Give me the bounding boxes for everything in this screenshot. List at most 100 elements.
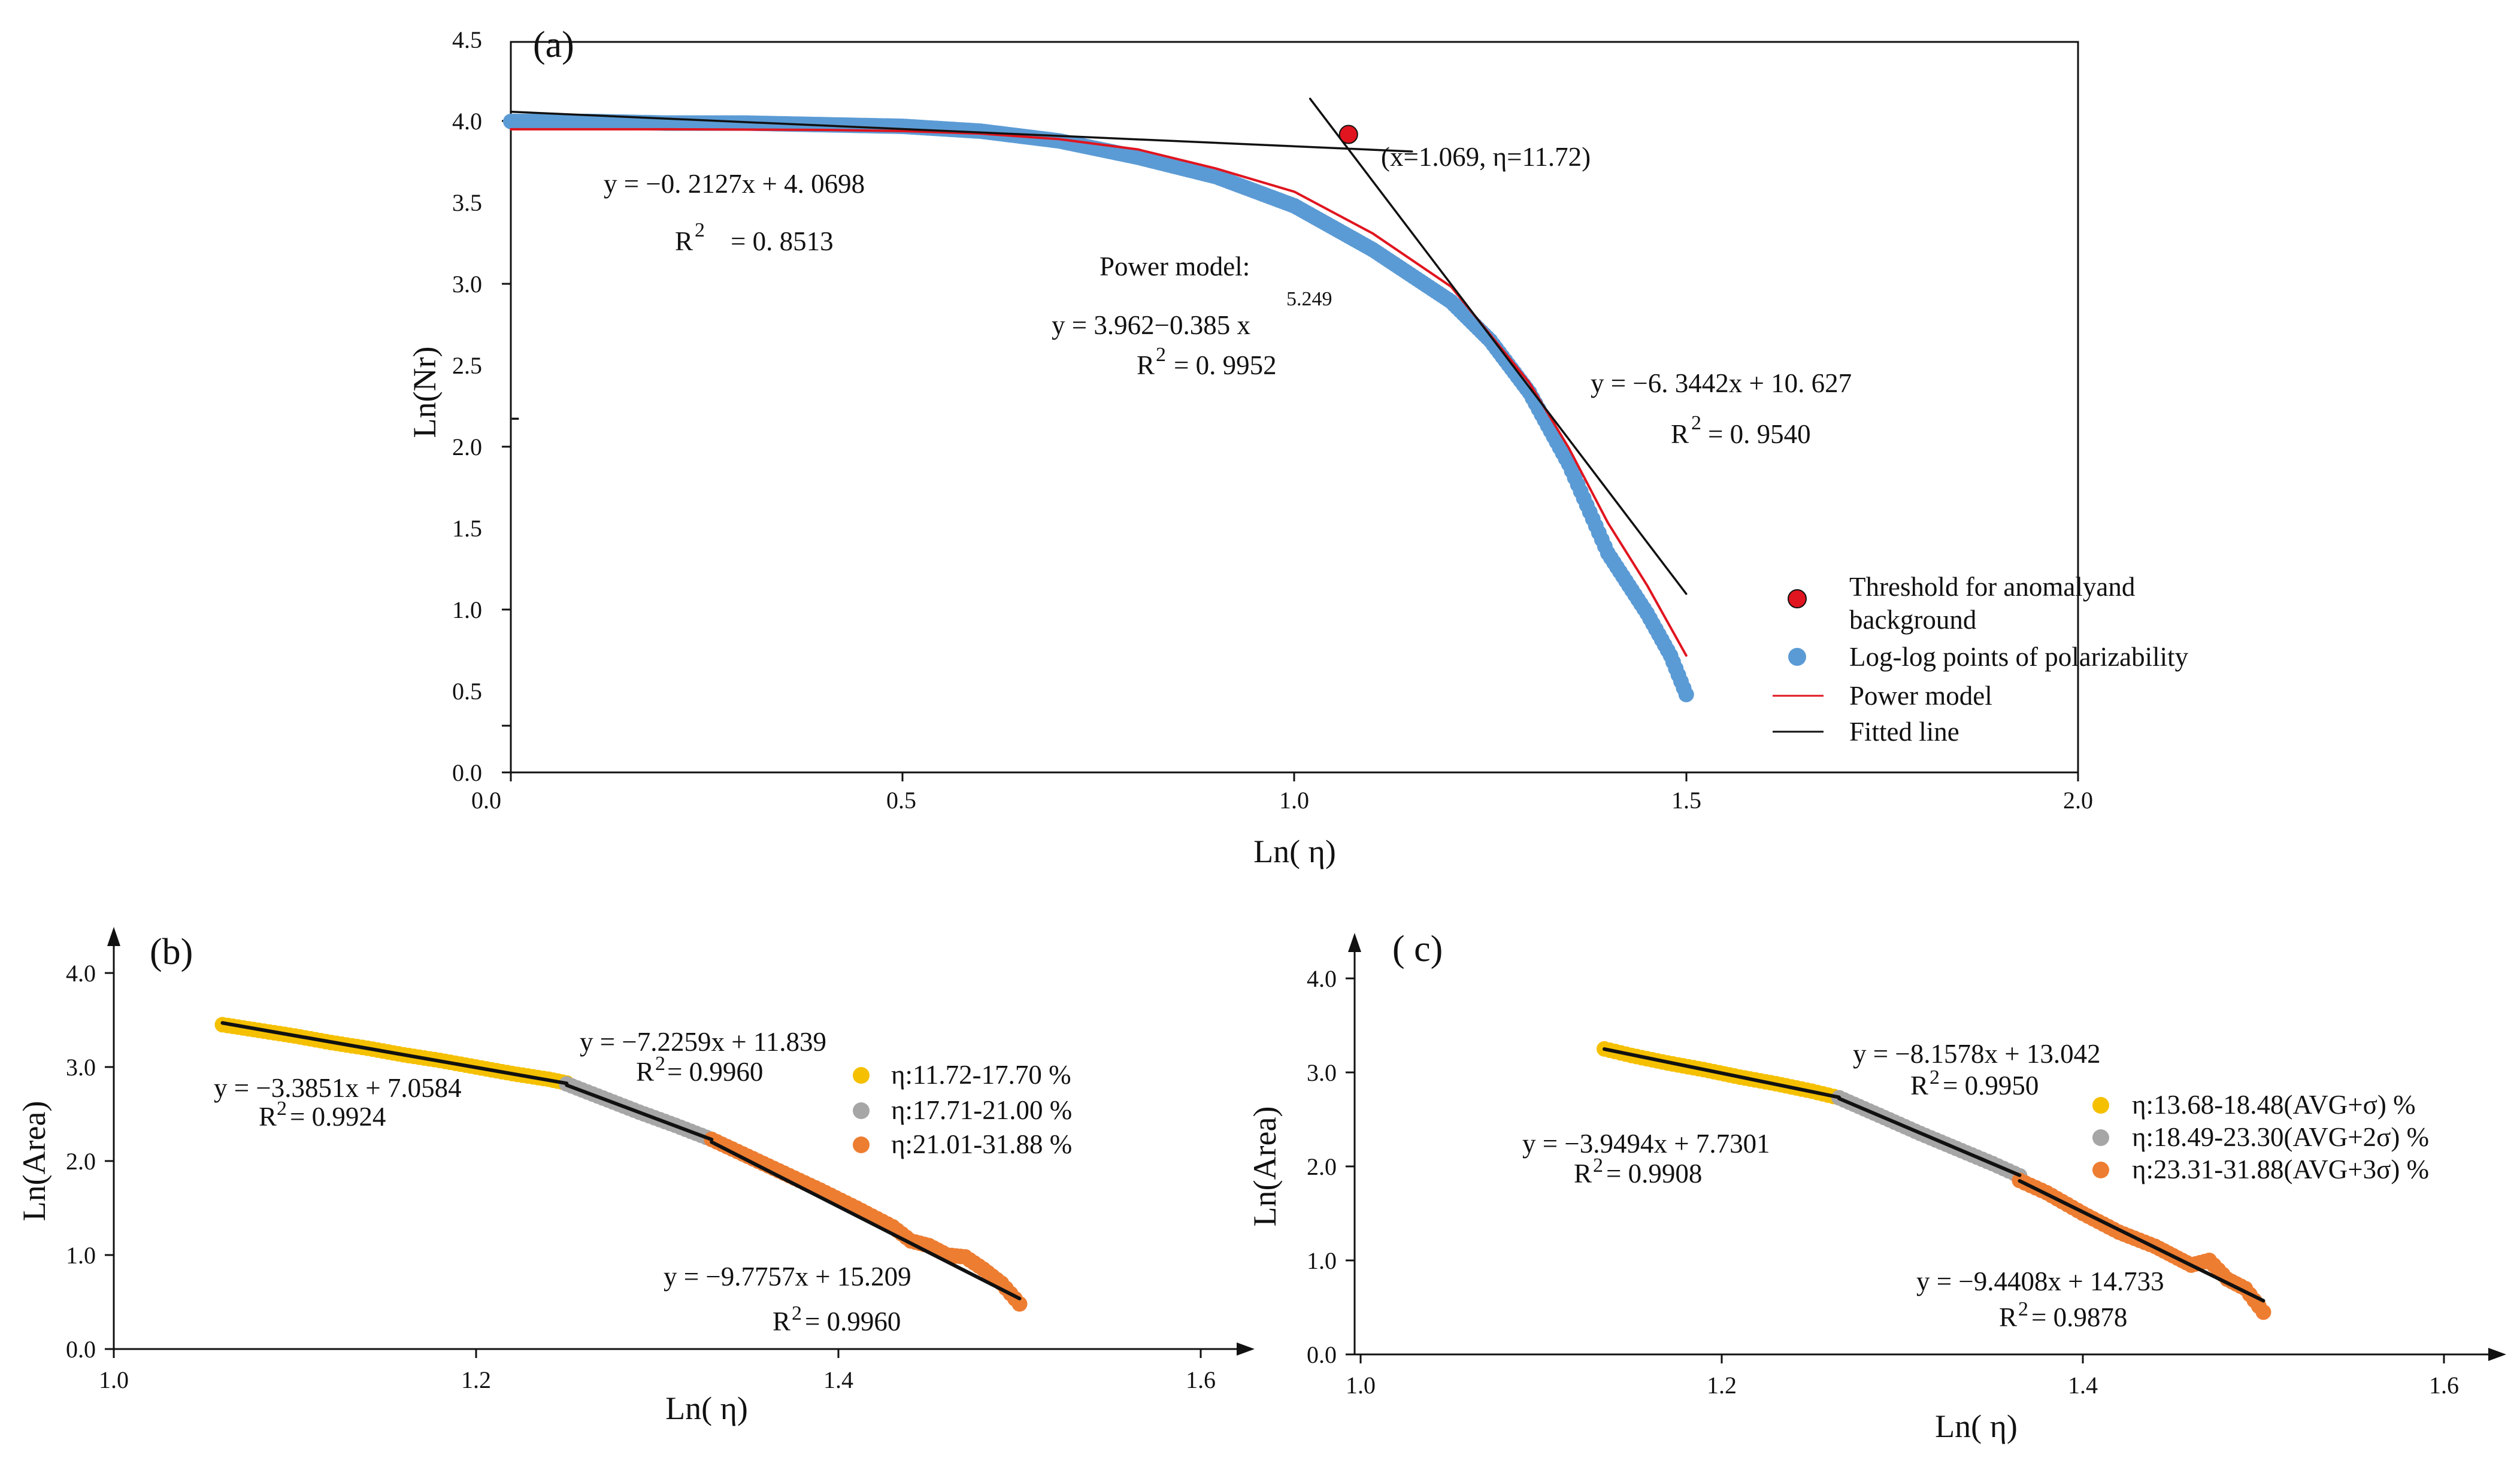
- panel-a-eq2-r2-base: R: [1671, 419, 1689, 449]
- threshold-marker: [1338, 125, 1358, 144]
- x-tick-label: 1.5: [1671, 787, 1701, 814]
- panel-c-x-ticks: 1.0 1.2 1.4 1.6: [1346, 1354, 2459, 1399]
- panel-b-r2-left-val: = 0.9924: [290, 1102, 386, 1132]
- y-tick-label: 1.0: [452, 596, 482, 623]
- panel-c-r2-mid-val: = 0.9950: [1943, 1071, 2039, 1101]
- panel-c-r2-right-val: = 0.9878: [2031, 1302, 2127, 1332]
- legend-points-label: Log-log points of polarizability: [1849, 642, 2189, 672]
- legend-gray-swatch: [853, 1102, 870, 1119]
- y-tick-label: 3.0: [452, 271, 482, 298]
- panel-a-y-axis-title: Ln(Nr): [407, 347, 443, 438]
- legend-yellow-label: η:13.68-18.48(AVG+σ) %: [2132, 1090, 2416, 1120]
- y-tick-label: 4.0: [1307, 965, 1337, 992]
- polarizability-point: [1678, 686, 1694, 702]
- panel-c-r2-left-base: R: [1574, 1159, 1592, 1189]
- panel-b-r2-mid-sup: 2: [655, 1053, 665, 1075]
- panel-a-lines-layer: [510, 98, 1688, 657]
- panel-c: ( c) 0.0 1.0 2.0 3.0 4.0 1.0 1.2 1.4 1.6…: [1247, 929, 2506, 1444]
- legend-orange-label: η:23.31-31.88(AVG+3σ) %: [2132, 1154, 2429, 1184]
- x-tick-label: 1.6: [2429, 1372, 2459, 1399]
- panel-a-x-ticks: 0.0 0.5 1.0 1.5 2.0: [471, 772, 2093, 814]
- x-tick-label: 0.0: [471, 787, 501, 814]
- panel-b-y-ticks: 0.0 1.0 2.0 3.0 4.0: [66, 960, 114, 1363]
- y-tick-label: 0.0: [452, 759, 482, 786]
- y-tick-label: 0.5: [452, 678, 482, 705]
- panel-b-r2-mid-val: = 0.9960: [667, 1057, 763, 1087]
- panel-c-eq-right: y = −9.4408x + 14.733: [1916, 1266, 2164, 1296]
- panel-b-legend: η:11.72-17.70 % η:17.71-21.00 % η:21.01-…: [853, 1060, 1072, 1159]
- panel-c-x-axis-title: Ln( η): [1935, 1408, 2018, 1444]
- legend-gray-label: η:18.49-23.30(AVG+2σ) %: [2132, 1122, 2429, 1152]
- legend-orange-label: η:21.01-31.88 %: [891, 1129, 1072, 1159]
- legend-threshold-label-line2: background: [1849, 605, 1976, 635]
- legend-yellow-swatch: [853, 1067, 870, 1084]
- panel-a-power-title: Power model:: [1100, 251, 1250, 281]
- segment-fit-line: [1603, 1047, 1841, 1099]
- y-tick-label: 0.0: [66, 1336, 96, 1363]
- x-tick-label: 1.0: [1279, 787, 1309, 814]
- panel-b: (b) 0.0 1.0 2.0 3.0 4.0 1.0 1.2 1.4 1.6 …: [16, 927, 1255, 1426]
- segment-fit-line: [1837, 1096, 2022, 1177]
- orange-point: [1011, 1296, 1028, 1312]
- x-tick-label: 1.6: [1186, 1366, 1216, 1393]
- panel-c-eq-mid: y = −8.1578x + 13.042: [1853, 1039, 2101, 1069]
- x-tick-label: 1.0: [99, 1366, 129, 1393]
- panel-b-r2-left-base: R: [259, 1102, 277, 1132]
- y-tick-label: 0.0: [1307, 1341, 1337, 1368]
- y-tick-label: 2.0: [66, 1148, 96, 1175]
- panel-a-power-r2-base: R: [1137, 350, 1155, 380]
- panel-b-y-arrow: [107, 927, 120, 946]
- x-tick-label: 0.5: [886, 787, 916, 814]
- panel-c-y-arrow: [1348, 933, 1361, 952]
- legend-orange-swatch: [2092, 1162, 2109, 1178]
- panel-a-stray-mark: -: [511, 401, 520, 431]
- panel-a-eq1-r2-val: = 0. 8513: [731, 226, 834, 256]
- x-tick-label: 1.4: [823, 1366, 853, 1393]
- orange-point: [2255, 1304, 2271, 1320]
- legend-threshold-swatch: [1788, 589, 1807, 608]
- y-tick-label: 2.0: [1307, 1153, 1337, 1180]
- legend-yellow-label: η:11.72-17.70 %: [891, 1060, 1071, 1090]
- y-tick-label: 4.5: [452, 26, 482, 53]
- panel-a-x-axis-title: Ln( η): [1253, 833, 1336, 869]
- panel-b-eq-mid: y = −7.2259x + 11.839: [580, 1027, 826, 1057]
- fitted-line: [1309, 98, 1688, 595]
- fitted-line: [510, 110, 1413, 153]
- panel-c-r2-mid-base: R: [1910, 1071, 1928, 1101]
- panel-a-power-r2-val: = 0. 9952: [1174, 350, 1277, 380]
- legend-gray-swatch: [2092, 1129, 2109, 1146]
- panel-b-eq-left: y = −3.3851x + 7.0584: [214, 1073, 462, 1103]
- x-tick-label: 1.2: [461, 1366, 491, 1393]
- panel-b-eq-right: y = −9.7757x + 15.209: [664, 1262, 911, 1292]
- panel-c-r2-mid-sup: 2: [1930, 1066, 1940, 1089]
- legend-fitted-label: Fitted line: [1849, 717, 1959, 747]
- y-tick-label: 2.0: [452, 434, 482, 460]
- segment-fit-line: [2018, 1179, 2265, 1303]
- panel-c-lines-layer: [1603, 1047, 2265, 1303]
- panel-b-x-axis-title: Ln( η): [665, 1390, 748, 1426]
- legend-threshold-label-line1: Threshold for anomalyand: [1849, 572, 2135, 602]
- legend-yellow-swatch: [2092, 1097, 2109, 1114]
- panel-a-eq1: y = −0. 2127x + 4. 0698: [604, 169, 865, 199]
- panel-b-x-arrow: [1237, 1342, 1255, 1356]
- x-tick-label: 1.4: [2068, 1372, 2098, 1399]
- panel-a-plot-frame: [510, 41, 2079, 774]
- panel-a: (a) 0.0 0.5 1.0 1.5 2.0 2.5 3.0 3.5 4.0 …: [407, 25, 2189, 869]
- panel-c-legend: η:13.68-18.48(AVG+σ) % η:18.49-23.30(AVG…: [2092, 1090, 2429, 1184]
- panel-a-eq2-r2-sup: 2: [1691, 412, 1701, 434]
- panel-c-r2-left-val: = 0.9908: [1606, 1159, 1702, 1189]
- legend-gray-label: η:17.71-21.00 %: [891, 1095, 1072, 1125]
- panel-c-x-arrow: [2488, 1348, 2506, 1361]
- y-tick-label: 3.0: [66, 1054, 96, 1081]
- panel-a-eq2-r2-val: = 0. 9540: [1708, 419, 1811, 449]
- segment-fit-line: [565, 1083, 714, 1142]
- panel-a-legend: Threshold for anomalyand background Log-…: [1773, 572, 2189, 747]
- y-tick-label: 1.0: [1307, 1247, 1337, 1274]
- panel-a-power-exponent: 5.249: [1286, 288, 1332, 310]
- panel-c-r2-right-sup: 2: [2018, 1298, 2028, 1320]
- panel-a-eq2: y = −6. 3442x + 10. 627: [1591, 368, 1852, 398]
- legend-power-label: Power model: [1849, 681, 1992, 711]
- y-tick-label: 3.0: [1307, 1059, 1337, 1086]
- panel-a-points-layer: [503, 113, 1694, 702]
